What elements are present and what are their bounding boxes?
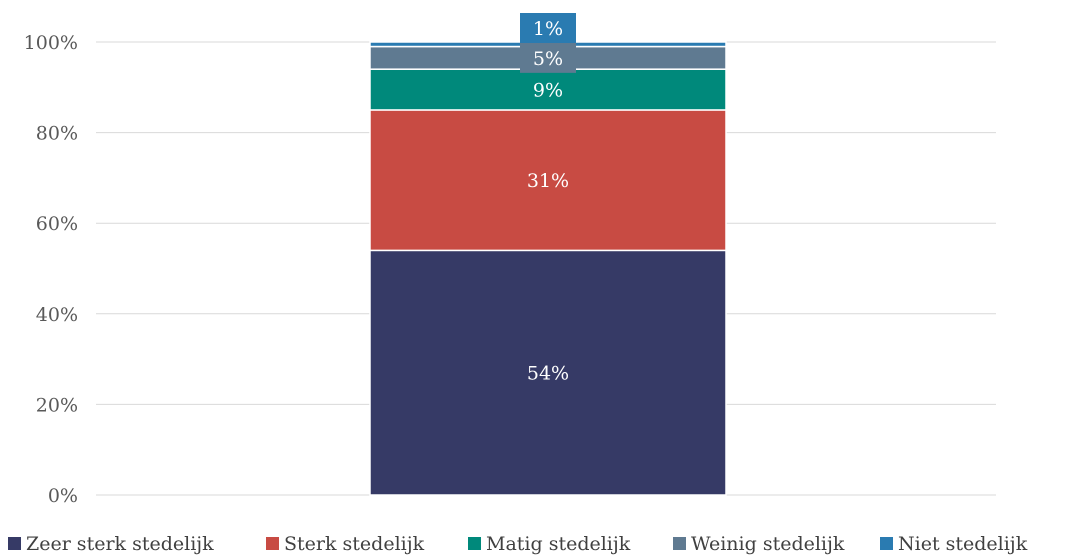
bar-segment-matig-stedelijk <box>369 68 727 111</box>
bar-segment-sterk-stedelijk <box>369 109 727 252</box>
legend-label-sterk-stedelijk: Sterk stedelijk <box>284 533 425 555</box>
y-axis-tick-labels: 0% 20% 40% 60% 80% 100% <box>24 32 78 507</box>
data-label-zeer-sterk-stedelijk: 54% <box>527 363 569 385</box>
legend-swatch-zeer-sterk-stedelijk <box>8 537 21 550</box>
legend-swatch-niet-stedelijk <box>880 537 893 550</box>
legend-label-zeer-sterk-stedelijk: Zeer sterk stedelijk <box>26 533 214 555</box>
data-label-box-niet-stedelijk <box>520 13 576 43</box>
y-tick-label: 40% <box>36 304 78 326</box>
y-tick-label: 60% <box>36 213 78 235</box>
y-tick-label: 0% <box>48 485 78 507</box>
legend-swatch-sterk-stedelijk <box>266 537 279 550</box>
legend-label-matig-stedelijk: Matig stedelijk <box>486 533 631 555</box>
data-labels: 54% 31% 9% 5% 1% <box>520 13 576 385</box>
y-tick-label: 100% <box>24 32 78 54</box>
data-label-niet-stedelijk: 1% <box>533 18 563 40</box>
data-label-matig-stedelijk: 9% <box>533 80 563 102</box>
data-label-box-weinig-stedelijk <box>520 42 576 73</box>
legend: Zeer sterk stedelijk Sterk stedelijk Matig… <box>8 533 1028 555</box>
bar-segment-zeer-sterk-stedelijk <box>369 249 727 496</box>
y-tick-label: 20% <box>36 394 78 416</box>
data-label-sterk-stedelijk: 31% <box>527 170 569 192</box>
y-tick-label: 80% <box>36 123 78 145</box>
legend-label-niet-stedelijk: Niet stedelijk <box>898 533 1028 555</box>
legend-swatch-weinig-stedelijk <box>673 537 686 550</box>
bar-segments <box>369 41 727 496</box>
data-label-weinig-stedelijk: 5% <box>533 48 563 70</box>
legend-label-weinig-stedelijk: Weinig stedelijk <box>691 533 845 555</box>
legend-swatch-matig-stedelijk <box>468 537 481 550</box>
